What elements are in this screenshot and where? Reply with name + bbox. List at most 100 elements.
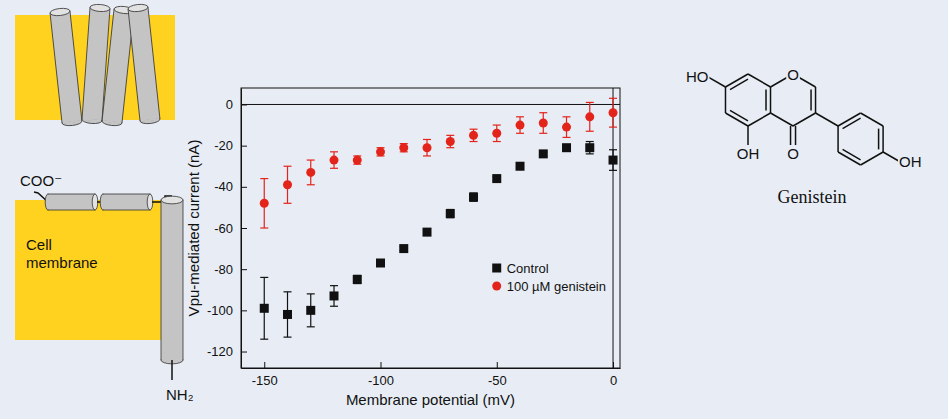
helix-body bbox=[50, 11, 82, 123]
error-cap bbox=[516, 133, 524, 134]
bond bbox=[878, 129, 880, 150]
y-tick-mark bbox=[241, 187, 247, 188]
error-cap bbox=[563, 137, 571, 138]
x-axis-line bbox=[242, 368, 621, 369]
zero-line bbox=[613, 88, 614, 368]
atom-label-ground bbox=[898, 153, 923, 170]
bond bbox=[843, 149, 861, 159]
helix-join bbox=[102, 195, 104, 209]
y-tick: -20 bbox=[214, 138, 247, 153]
error-bar bbox=[400, 144, 408, 152]
point bbox=[516, 162, 525, 171]
plot-frame bbox=[241, 88, 620, 368]
bond bbox=[883, 152, 900, 162]
point bbox=[469, 131, 478, 140]
error-cap bbox=[330, 151, 338, 152]
bond bbox=[861, 113, 884, 126]
error-cap bbox=[284, 291, 292, 292]
marks bbox=[260, 98, 618, 339]
point bbox=[283, 310, 292, 319]
point bbox=[423, 143, 432, 152]
helix-cap bbox=[50, 7, 71, 16]
helix-cap bbox=[128, 3, 149, 12]
x-tick-mark bbox=[497, 362, 498, 368]
error-bar bbox=[563, 117, 571, 138]
y-tick-label: 0 bbox=[226, 97, 233, 112]
point bbox=[306, 168, 315, 177]
atom-label: HO bbox=[686, 68, 709, 85]
error-bar bbox=[260, 179, 268, 228]
y-tick-mark bbox=[241, 352, 247, 353]
point bbox=[283, 180, 292, 189]
bond bbox=[730, 79, 748, 89]
error-cap bbox=[586, 102, 594, 103]
bond bbox=[843, 118, 861, 128]
y-tick-mark bbox=[241, 146, 247, 147]
bond bbox=[771, 113, 794, 126]
point bbox=[260, 199, 269, 208]
point bbox=[469, 193, 478, 202]
y-tick: -60 bbox=[214, 221, 247, 236]
error-bar bbox=[353, 275, 361, 283]
helix-cap bbox=[92, 194, 98, 210]
error-cap bbox=[260, 227, 268, 228]
error-bar bbox=[586, 102, 594, 131]
x-axis: -150 -100 -50 0 bbox=[242, 362, 621, 388]
y-tick-mark bbox=[241, 310, 247, 311]
point bbox=[330, 291, 339, 300]
error-bar bbox=[284, 166, 292, 203]
membrane-bottom bbox=[15, 200, 175, 340]
error-bar bbox=[307, 160, 315, 185]
point bbox=[609, 156, 618, 165]
error-cap bbox=[586, 153, 594, 154]
bond bbox=[882, 126, 884, 152]
point bbox=[330, 156, 339, 165]
error-bar bbox=[609, 150, 617, 171]
helix-body bbox=[161, 200, 183, 360]
x-tick: -150 bbox=[252, 362, 278, 388]
point bbox=[399, 244, 408, 253]
y-tick-label: -100 bbox=[207, 303, 233, 318]
point bbox=[492, 129, 501, 138]
bond bbox=[707, 77, 725, 87]
error-cap bbox=[493, 141, 501, 142]
y-tick-label: -60 bbox=[214, 221, 233, 236]
legend-item: 100 µM genistein bbox=[492, 279, 606, 294]
bond bbox=[816, 113, 839, 126]
error-cap bbox=[307, 293, 315, 294]
bond bbox=[837, 126, 839, 152]
helix-body bbox=[48, 194, 95, 210]
point bbox=[353, 275, 362, 284]
helix-join bbox=[47, 195, 49, 209]
error-cap bbox=[539, 112, 547, 113]
error-cap bbox=[446, 147, 454, 148]
y-tick: -80 bbox=[214, 262, 247, 277]
point bbox=[423, 228, 432, 237]
atom-label: OH bbox=[737, 145, 760, 162]
legend: Control100 µM genistein bbox=[492, 261, 606, 294]
helix-cap bbox=[161, 196, 183, 204]
point bbox=[446, 209, 455, 218]
error-bar bbox=[609, 98, 617, 127]
bond bbox=[747, 126, 749, 146]
error-bar bbox=[446, 209, 454, 217]
error-cap bbox=[563, 116, 571, 117]
error-bar bbox=[260, 277, 268, 339]
legend-marker bbox=[492, 282, 501, 291]
x-tick-label: 0 bbox=[610, 373, 617, 388]
molecule-name: Genistein bbox=[778, 187, 847, 207]
y-tick-label: -80 bbox=[214, 262, 233, 277]
vpu-diagram: COO⁻CellmembraneNH₂ bbox=[15, 3, 194, 403]
bond bbox=[815, 87, 817, 113]
helix-join bbox=[83, 118, 101, 121]
bond bbox=[793, 113, 816, 126]
x-tick-label: -50 bbox=[488, 373, 507, 388]
point bbox=[585, 143, 594, 152]
atom-label-ground bbox=[685, 68, 710, 85]
bond bbox=[748, 113, 771, 126]
point bbox=[585, 112, 594, 121]
x-tick: -100 bbox=[368, 362, 394, 388]
bond bbox=[730, 110, 748, 120]
x-tick: -50 bbox=[488, 362, 507, 388]
y-tick-label: -40 bbox=[214, 179, 233, 194]
